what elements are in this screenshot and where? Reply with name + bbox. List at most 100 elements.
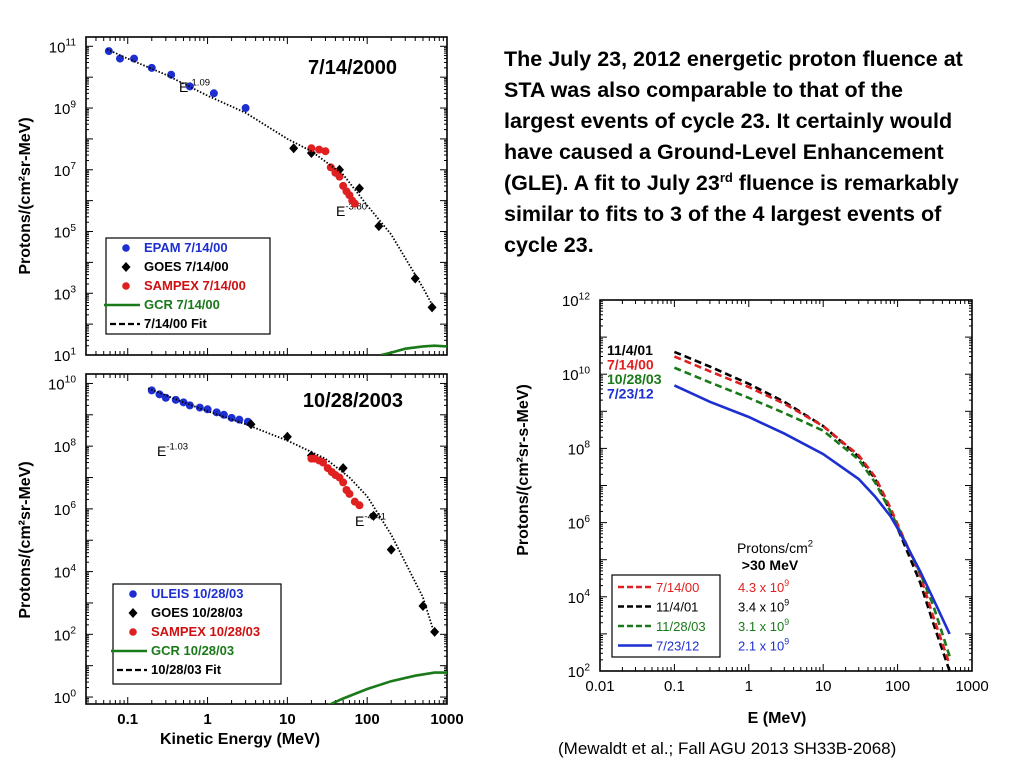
data-point [130, 54, 139, 63]
legend: ULEIS 10/28/03 GOES 10/28/03 SAMPEX 10/28/… [111, 583, 282, 685]
series-line-7-14-00-fit [106, 48, 436, 310]
x-tick-label: 1000 [955, 678, 988, 695]
data-point [319, 458, 328, 467]
x-tick-label: 1000 [430, 711, 463, 728]
data-point [427, 302, 437, 313]
data-point [410, 273, 420, 284]
y-axis-label: Protons/(cm²sr-s-MeV) [515, 384, 532, 556]
legend-label: GCR 10/28/03 [151, 643, 234, 658]
y-tick-label: 104 [568, 588, 591, 607]
legend-box [611, 574, 721, 658]
legend-marker [129, 590, 137, 598]
data-point [212, 408, 221, 417]
plot-frame [85, 36, 448, 356]
x-axis-label: E (MeV) [748, 710, 807, 727]
legend-box [112, 583, 282, 685]
series-line-gcr-7-14-00 [380, 344, 447, 355]
legend-label: SAMPEX 7/14/00 [144, 278, 246, 293]
legend-marker [128, 608, 138, 618]
chart-fluence-comparison: 102 104 106 108 1010 1012 0.01 0.1 1 10 100 1000 Pro… [515, 291, 989, 727]
series-markers-sampex-10-28-03 [307, 454, 364, 510]
plot-area [104, 47, 447, 355]
series-markers-goes-7-14-00 [289, 143, 437, 313]
y-tick-label: 107 [54, 161, 77, 180]
series-date-label: 7/23/12 [607, 386, 654, 402]
legend: EPAM 7/14/00 GOES 7/14/00 SAMPEX 7/14/00 GC… [104, 237, 271, 335]
data-point [307, 144, 316, 153]
y-tick-label: 102 [54, 626, 77, 645]
data-point [209, 89, 218, 98]
legend-marker [122, 244, 130, 252]
plot-frame [85, 373, 448, 705]
legend-fluence-value: 3.4 x 109 [738, 598, 789, 615]
data-point [369, 510, 379, 521]
data-point [430, 626, 440, 637]
legend-label: GOES 10/28/03 [151, 605, 243, 620]
legend-fluence-value: 4.3 x 109 [738, 578, 789, 595]
y-tick-label: 102 [568, 662, 591, 681]
data-point [289, 143, 299, 154]
data-point [354, 183, 364, 194]
x-tick-label: 0.1 [664, 678, 685, 695]
y-tick-label: 1011 [49, 38, 77, 57]
data-point [315, 145, 324, 154]
y-tick-label: 1010 [562, 365, 590, 384]
y-tick-label: 1010 [48, 375, 76, 394]
legend-label: 7/23/12 [656, 639, 699, 654]
data-point [345, 489, 354, 498]
x-tick-label: 100 [355, 711, 380, 728]
data-point [185, 401, 194, 410]
series-markers-uleis-10-28-03 [147, 386, 252, 426]
data-point [386, 544, 396, 555]
series-line-gcr-10-28-03 [327, 671, 447, 704]
data-point [339, 478, 348, 487]
legend-header-sub: >30 MeV [742, 557, 799, 573]
legend-fluence-value: 3.1 x 109 [738, 617, 789, 634]
legend-label: SAMPEX 10/28/03 [151, 624, 260, 639]
slide-text-part-1: The July 23, 2012 energetic proton fluen… [504, 47, 963, 195]
series-date-label: 10/28/03 [607, 371, 662, 387]
y-tick-label: 108 [54, 437, 77, 456]
data-point [326, 163, 335, 172]
x-tick-label: 0.01 [585, 678, 614, 695]
chart-title: 7/14/2000 [308, 57, 397, 79]
data-point [374, 221, 384, 232]
legend-label: 11/28/03 [656, 619, 706, 634]
legend-label: EPAM 7/14/00 [144, 240, 228, 255]
axis-ticks [85, 373, 448, 705]
x-tick-label: 10 [279, 711, 296, 728]
x-tick-label: 1 [203, 711, 211, 728]
legend-label: 7/14/00 [656, 580, 699, 595]
chart-july-2000: 101 103 105 107 109 1011 Protons/(cm²sr-MeV) 7/… [17, 36, 448, 365]
legend-header: Protons/cm2 [737, 539, 813, 556]
data-point [227, 413, 236, 422]
y-tick-label: 100 [54, 688, 77, 707]
plot-area [147, 386, 447, 704]
legend-fluence-value: 2.1 x 109 [738, 637, 789, 654]
data-point [355, 501, 364, 510]
y-tick-label: 104 [54, 563, 77, 582]
y-tick-label: 105 [54, 223, 77, 242]
data-point [338, 463, 348, 474]
legend-label: ULEIS 10/28/03 [151, 586, 244, 601]
data-point [161, 393, 170, 402]
data-point [235, 415, 244, 424]
legend-marker [129, 628, 137, 636]
x-tick-label: 10 [815, 678, 832, 695]
series-markers-goes-10-28-03 [246, 419, 440, 637]
y-axis-label: Protons/(cm²sr-MeV) [17, 461, 34, 618]
data-point [350, 199, 359, 208]
slide-body-text: The July 23, 2012 energetic proton fluen… [504, 44, 974, 261]
series-date-label: 11/4/01 [607, 342, 653, 358]
data-point [335, 172, 344, 181]
data-point [246, 419, 256, 430]
data-point [147, 63, 156, 72]
plot-area [673, 350, 951, 671]
legend-box [105, 237, 271, 335]
data-point [179, 398, 188, 407]
citation: (Mewaldt et al.; Fall AGU 2013 SH33B-206… [558, 739, 897, 758]
legend-label: 11/4/01 [656, 600, 698, 615]
legend-label: GCR 7/14/00 [144, 297, 220, 312]
data-point [167, 70, 176, 79]
